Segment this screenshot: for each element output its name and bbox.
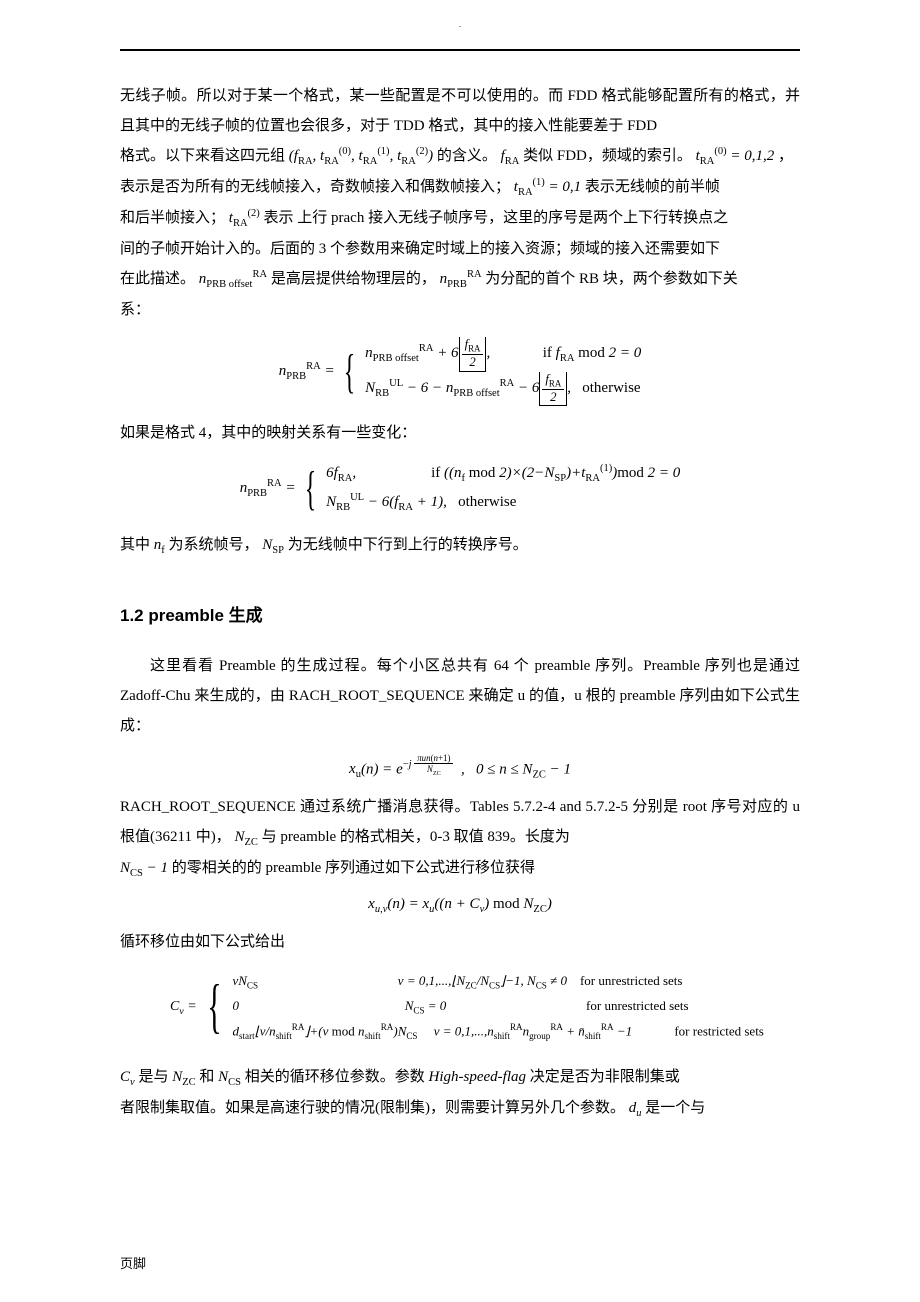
paragraph: 在此描述。 nPRB offsetRA 是高层提供给物理层的， nPRBRA 为… <box>120 264 800 295</box>
text: 循环移位由如下公式给出 <box>120 934 285 950</box>
text: 的零相关的的 preamble 序列通过如下公式进行移位获得 <box>172 860 535 876</box>
text: 表示无线帧的前半帧 <box>585 179 720 195</box>
math-inline: tRA(2) <box>229 210 260 226</box>
math-inline: tRA(1) = 0,1 <box>514 179 581 195</box>
text: 和 <box>199 1069 214 1085</box>
text: 如果是格式 4，其中的映射关系有一些变化： <box>120 425 416 441</box>
text: 和后半帧接入； <box>120 210 225 226</box>
text: 是与 <box>138 1069 168 1085</box>
paragraph: 如果是格式 4，其中的映射关系有一些变化： <box>120 418 800 448</box>
equation-cv: Cv = { vNCS v = 0,1,...,⌊NZC/NCS⌋−1, NCS… <box>170 969 800 1044</box>
math-inline: High-speed-flag <box>429 1069 530 1085</box>
math-inline: NCS <box>218 1069 241 1085</box>
text: 格式。以下来看这四元组 <box>120 148 285 164</box>
text: 表示是否为所有的无线帧接入，奇数帧接入和偶数帧接入； <box>120 179 510 195</box>
paragraph: 循环移位由如下公式给出 <box>120 927 800 957</box>
paragraph: 者限制集取值。如果是高速行驶的情况(限制集)，则需要计算另外几个参数。 du 是… <box>120 1093 800 1124</box>
paragraph: 间的子帧开始计入的。后面的 3 个参数用来确定时域上的接入资源；频域的接入还需要… <box>120 234 800 264</box>
paragraph: 表示是否为所有的无线帧接入，奇数帧接入和偶数帧接入； tRA(1) = 0,1 … <box>120 172 800 203</box>
text: 是一个与 <box>645 1100 705 1116</box>
paragraph: 格式。以下来看这四元组 (fRA, tRA(0), tRA(1), tRA(2)… <box>120 141 800 172</box>
text: 是高层提供给物理层的， <box>271 271 436 287</box>
text: 间的子帧开始计入的。后面的 3 个参数用来确定时域上的接入资源；频域的接入还需要… <box>120 241 720 257</box>
text: 为系统帧号， <box>169 537 259 553</box>
text: ， <box>778 148 793 164</box>
math-inline: NSP <box>262 537 284 553</box>
text: 决定是否为非限制集或 <box>530 1069 680 1085</box>
paragraph: 无线子帧。所以对于某一个格式，某一些配置是不可以使用的。而 FDD 格式能够配置… <box>120 81 800 141</box>
math-inline: du <box>629 1100 642 1116</box>
equation-xuv: xu,v(n) = xu((n + Cv) mod NZC) <box>120 896 800 915</box>
paragraph: Cv 是与 NZC 和 NCS 相关的循环移位参数。参数 High-speed-… <box>120 1062 800 1093</box>
text: 者限制集取值。如果是高速行驶的情况(限制集)，则需要计算另外几个参数。 <box>120 1100 625 1116</box>
text: 类似 FDD，频域的索引。 <box>523 148 692 164</box>
paragraph: 其中 nf 为系统帧号， NSP 为无线帧中下行到上行的转换序号。 <box>120 530 800 561</box>
paragraph: 这里看看 Preamble 的生成过程。每个小区总共有 64 个 preambl… <box>120 651 800 741</box>
math-inline: NZC <box>234 829 257 845</box>
page-footer: 页脚 <box>120 1253 146 1272</box>
math-inline: Cv <box>120 1069 135 1085</box>
math-inline: (fRA, tRA(0), tRA(1), tRA(2)) <box>289 148 433 164</box>
text: 相关的循环移位参数。参数 <box>245 1069 425 1085</box>
paragraph: RACH_ROOT_SEQUENCE 通过系统广播消息获得。Tables 5.7… <box>120 792 800 853</box>
page: . 无线子帧。所以对于某一个格式，某一些配置是不可以使用的。而 FDD 格式能够… <box>0 0 920 1302</box>
math-inline: nPRB offsetRA <box>199 271 267 287</box>
math-inline: nPRBRA <box>440 271 482 287</box>
section-heading: 1.2 preamble 生成 <box>120 601 800 626</box>
math-inline: fRA <box>501 148 520 164</box>
text: 的含义。 <box>437 148 497 164</box>
text: 这里看看 Preamble 的生成过程。每个小区总共有 64 个 preambl… <box>120 658 800 734</box>
paragraph: 和后半帧接入； tRA(2) 表示 上行 prach 接入无线子帧序号，这里的序… <box>120 203 800 234</box>
text: 无线子帧。所以对于某一个格式，某一些配置是不可以使用的。而 FDD 格式能够配置… <box>120 88 800 134</box>
math-inline: tRA(0) = 0,1,2 <box>696 148 775 164</box>
math-inline: NCS − 1 <box>120 860 168 876</box>
math-inline: nf <box>154 537 165 553</box>
equation-xu: xu(n) = e−j πun(n+1)NZC , 0 ≤ n ≤ NZC − … <box>120 753 800 780</box>
math-inline: NZC <box>172 1069 195 1085</box>
equation-nprb-2: nPRBRA = { 6fRA, if ((nf mod 2)×(2−NSP)+… <box>120 460 800 518</box>
text: 其中 <box>120 537 150 553</box>
text: 为无线帧中下行到上行的转换序号。 <box>288 537 528 553</box>
paragraph: 系： <box>120 295 800 325</box>
top-rule <box>120 49 800 51</box>
paragraph: NCS − 1 的零相关的的 preamble 序列通过如下公式进行移位获得 <box>120 853 800 884</box>
text: 与 preamble 的格式相关，0-3 取值 839。长度为 <box>262 829 570 845</box>
header-mark: . <box>120 20 800 29</box>
text: 系： <box>120 302 150 318</box>
equation-nprb-1: nPRBRA = { nPRB offsetRA + 6fRA2, if fRA… <box>120 337 800 406</box>
text: 表示 上行 prach 接入无线子帧序号，这里的序号是两个上下行转换点之 <box>264 210 729 226</box>
text: 为分配的首个 RB 块，两个参数如下关 <box>485 271 738 287</box>
text: 在此描述。 <box>120 271 195 287</box>
